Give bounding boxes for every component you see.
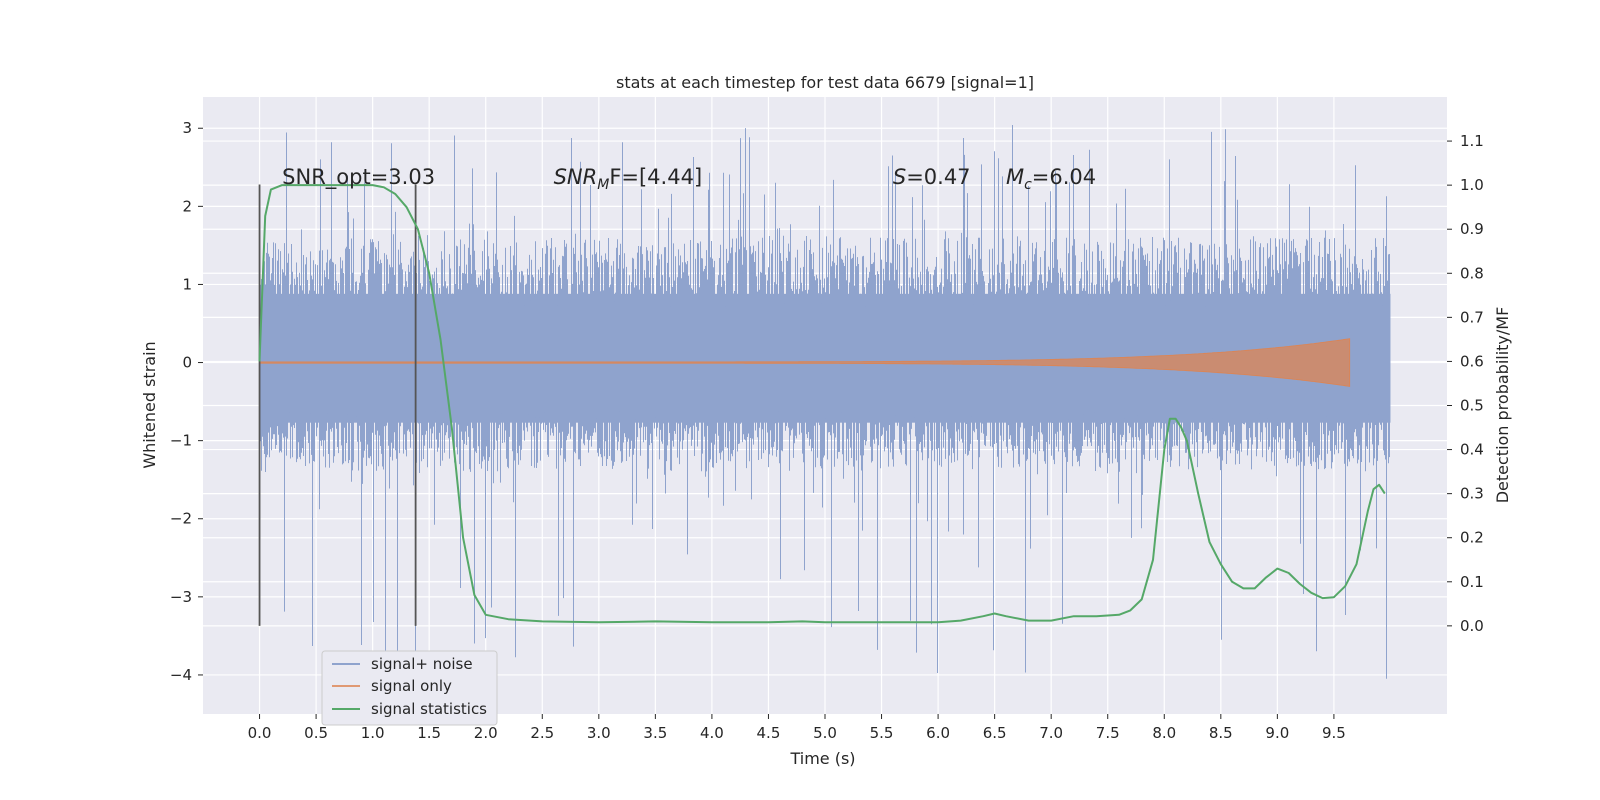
x-tick-label-18: 9.0 [1265,724,1289,742]
y-axis-label: Whitened strain [140,341,159,468]
vertical-markers [258,184,417,626]
y2-tick-label-0: 0.0 [1460,617,1484,635]
annotation-3: Mc=6.04 [1006,165,1096,193]
x-tick-label-10: 5.0 [813,724,837,742]
x-tick-label-14: 7.0 [1039,724,1063,742]
y-tick-label-0: −4 [170,666,192,684]
y2-tick-label-5: 0.5 [1460,397,1484,415]
x-tick-label-4: 2.0 [474,724,498,742]
x-tick-label-17: 8.5 [1209,724,1233,742]
x-tick-label-5: 2.5 [530,724,554,742]
y2-tick-label-8: 0.8 [1460,264,1484,282]
x-tick-label-9: 4.5 [757,724,781,742]
y2-tick-label-10: 1.0 [1460,176,1484,194]
legend: signal+ noise signal only signal statist… [321,650,498,726]
y-axis-ticks: −4 −3 −2 −1 0 1 2 3 [170,119,203,684]
y2-tick-label-1: 0.1 [1460,573,1484,591]
annotations: SNR_opt=3.03 SNRMF=[4.44] S=0.47 Mc=6.04 [282,165,1096,193]
y-tick-label-4: 0 [182,354,192,372]
x-axis-ticks: 0.0 0.5 1.0 1.5 2.0 2.5 3.0 3.5 4.0 4.5 5.0 5.5 6.0 6… [248,714,1346,742]
y2-tick-label-11: 1.1 [1460,132,1484,150]
series-signal-statistics [258,184,1386,624]
x-tick-label-11: 5.5 [870,724,894,742]
statistics-line [258,184,1386,624]
x-tick-label-19: 9.5 [1322,724,1346,742]
x-tick-label-15: 7.5 [1096,724,1120,742]
y2-tick-label-9: 0.9 [1460,220,1484,238]
y-tick-label-5: 1 [182,275,192,293]
legend-label-signal-statistics: signal statistics [371,700,487,718]
x-tick-label-12: 6.0 [926,724,950,742]
annotation-0: SNR_opt=3.03 [282,165,435,190]
y-tick-label-2: −2 [170,510,192,528]
chart-title: stats at each timestep for test data 667… [616,73,1034,92]
y2-tick-label-6: 0.6 [1460,352,1484,370]
annotation-2: S=0.47 [893,165,971,189]
y2-tick-label-2: 0.2 [1460,529,1484,547]
x-tick-label-16: 8.0 [1152,724,1176,742]
x-tick-label-8: 4.0 [700,724,724,742]
y2-axis-ticks: 0.0 0.1 0.2 0.3 0.4 0.5 0.6 0.7 0.8 0.9 1.0 1.1 [1447,132,1484,635]
x-tick-label-2: 1.0 [361,724,385,742]
x-axis-label: Time (s) [789,749,855,768]
signal-chirp [259,338,1351,387]
y-tick-label-7: 3 [182,119,192,137]
y2-tick-label-4: 0.4 [1460,441,1484,459]
y-tick-label-3: −1 [170,432,192,450]
x-tick-label-0: 0.0 [248,724,272,742]
y2-axis-label: Detection probability/MF [1493,307,1512,504]
x-tick-label-6: 3.0 [587,724,611,742]
legend-box [321,650,498,726]
legend-label-signal-plus-noise: signal+ noise [371,655,473,673]
y-tick-label-6: 2 [182,197,192,215]
annotation-1: SNRMF=[4.44] [554,165,703,193]
legend-label-signal-only: signal only [371,677,452,695]
series-signal-only [259,338,1351,387]
x-tick-label-13: 6.5 [983,724,1007,742]
y2-tick-label-3: 0.3 [1460,485,1484,503]
y2-tick-label-7: 0.7 [1460,308,1484,326]
x-tick-label-1: 0.5 [304,724,328,742]
y-tick-label-1: −3 [170,588,192,606]
x-tick-label-3: 1.5 [417,724,441,742]
x-tick-label-7: 3.5 [643,724,667,742]
